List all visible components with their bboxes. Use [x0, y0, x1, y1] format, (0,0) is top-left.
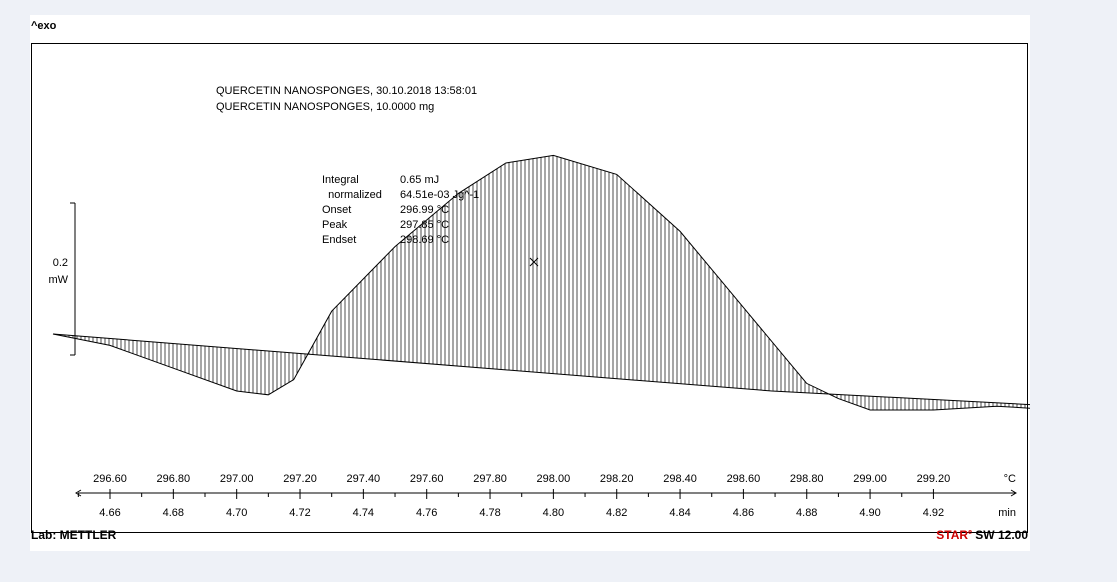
- dsc-chart: QUERCETIN NANOSPONGES, 30.10.2018 13:58:…: [48, 85, 1030, 519]
- time-tick-label: 4.82: [606, 507, 627, 519]
- temperature-tick-label: 297.00: [220, 473, 254, 485]
- time-tick-label: 4.88: [796, 507, 817, 519]
- lab-label: Lab: METTLER: [31, 528, 117, 542]
- result-label: normalized: [322, 189, 382, 201]
- result-value: 0.65 mJ: [400, 174, 439, 186]
- temperature-tick-label: 296.60: [93, 473, 127, 485]
- time-tick-label: 4.76: [416, 507, 437, 519]
- peak-marker: [529, 257, 539, 267]
- x-axis: °C min 296.60 296.80 297.00 297.20 297.40 297…: [75, 473, 1017, 519]
- result-label: Endset: [322, 234, 356, 246]
- time-unit: min: [998, 507, 1016, 519]
- temperature-unit: °C: [1004, 473, 1016, 485]
- scale-bar-unit: mW: [48, 274, 68, 286]
- result-label: Peak: [322, 219, 348, 231]
- scale-bar: 0.2 mW: [48, 202, 76, 356]
- temperature-tick-label: 296.80: [157, 473, 191, 485]
- software-version: SW 12.00: [971, 528, 1028, 542]
- axis-arrow-left: [75, 489, 82, 497]
- scale-bar-value: 0.2: [53, 257, 68, 269]
- time-tick-label: 4.68: [163, 507, 184, 519]
- sample-line-1: QUERCETIN NANOSPONGES, 30.10.2018 13:58:…: [216, 85, 477, 97]
- temperature-tick-label: 297.20: [283, 473, 317, 485]
- results-table: Integral 0.65 mJ normalized 64.51e-03 Jg^-…: [322, 174, 479, 246]
- result-label: Onset: [322, 204, 351, 216]
- star-superscript: e: [968, 529, 972, 536]
- time-tick-label: 4.92: [923, 507, 944, 519]
- result-value: 297.85 °C: [400, 219, 449, 231]
- result-value: 64.51e-03 Jg^-1: [400, 189, 479, 201]
- plot-sheet: ^exo QUERCETIN NANOSPONGES, 30.10.2018 1…: [30, 15, 1030, 551]
- time-tick-label: 4.66: [99, 507, 120, 519]
- dsc-curve: [52, 154, 1030, 411]
- time-tick-label: 4.80: [543, 507, 564, 519]
- plot-frame: [31, 43, 1028, 533]
- temperature-tick-label: 297.40: [347, 473, 381, 485]
- star-brand: STAR: [936, 528, 969, 542]
- temperature-tick-label: 298.80: [790, 473, 824, 485]
- temperature-tick-label: 298.20: [600, 473, 634, 485]
- integration-hatching: [60, 155, 1026, 410]
- time-tick-label: 4.84: [669, 507, 690, 519]
- temperature-tick-label: 299.00: [853, 473, 887, 485]
- baseline-line: [52, 333, 1030, 406]
- temperature-tick-label: 299.20: [917, 473, 951, 485]
- sample-line-2: QUERCETIN NANOSPONGES, 10.0000 mg: [216, 101, 434, 113]
- axis-arrow-right: [1010, 489, 1017, 497]
- temperature-tick-label: 298.00: [537, 473, 571, 485]
- time-tick-label: 4.78: [479, 507, 500, 519]
- time-tick-label: 4.70: [226, 507, 247, 519]
- result-value: 298.69 °C: [400, 234, 449, 246]
- time-tick-label: 4.86: [733, 507, 754, 519]
- result-value: 296.99 °C: [400, 204, 449, 216]
- temperature-tick-label: 298.40: [663, 473, 697, 485]
- temperature-tick-label: 297.80: [473, 473, 507, 485]
- software-label: STARe SW 12.00: [936, 528, 1028, 542]
- time-tick-label: 4.90: [859, 507, 880, 519]
- time-tick-label: 4.74: [353, 507, 374, 519]
- temperature-tick-label: 297.60: [410, 473, 444, 485]
- result-label: Integral: [322, 174, 359, 186]
- exo-label: ^exo: [31, 20, 57, 32]
- temperature-tick-label: 298.60: [727, 473, 761, 485]
- time-tick-label: 4.72: [289, 507, 310, 519]
